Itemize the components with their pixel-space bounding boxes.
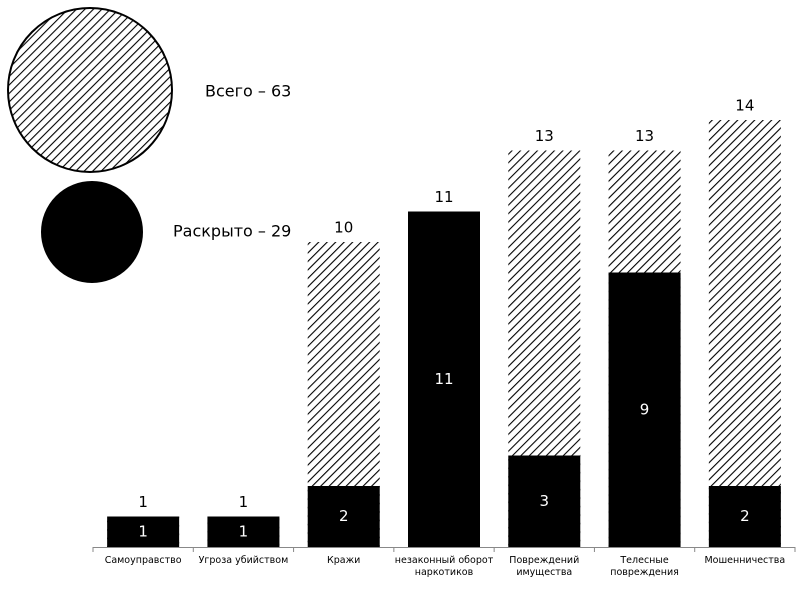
value-label: 11: [434, 370, 453, 388]
x-tick-label: Угроза убийством: [198, 555, 289, 566]
bar: [508, 455, 581, 547]
value-label: 2: [740, 507, 750, 525]
value-label: 3: [540, 492, 550, 510]
value-label: 1: [138, 522, 148, 540]
legend-label: Всего – 63: [205, 82, 291, 101]
value-label: 10: [334, 219, 353, 237]
bar: [207, 516, 280, 547]
bar: [408, 211, 480, 547]
x-tick-label: Повреждений имущества: [509, 555, 580, 578]
value-label: 2: [339, 507, 349, 525]
bar: [708, 486, 781, 547]
value-label: 9: [640, 400, 650, 418]
value-label: 1: [239, 493, 249, 511]
value-label: 13: [535, 127, 554, 145]
x-tick-label: Самоуправство: [104, 555, 182, 566]
x-tick-label: Мошенничества: [704, 555, 786, 566]
x-tick-label: Кражи: [327, 555, 361, 566]
value-label: 14: [735, 97, 754, 115]
value-label: 1: [239, 522, 249, 540]
bar: [608, 272, 681, 547]
x-tick-label: Телесные повреждения: [610, 555, 679, 578]
value-label: 11: [434, 188, 453, 206]
legend-swatch: [7, 7, 173, 173]
value-label: 13: [635, 127, 654, 145]
legend-label: Раскрыто – 29: [173, 222, 291, 241]
x-tick-label: незаконный оборот наркотиков: [394, 555, 494, 578]
legend-swatch: [41, 181, 143, 283]
value-label: 1: [138, 493, 148, 511]
bar: [307, 486, 380, 547]
bar: [708, 120, 781, 547]
bar: [107, 516, 180, 547]
